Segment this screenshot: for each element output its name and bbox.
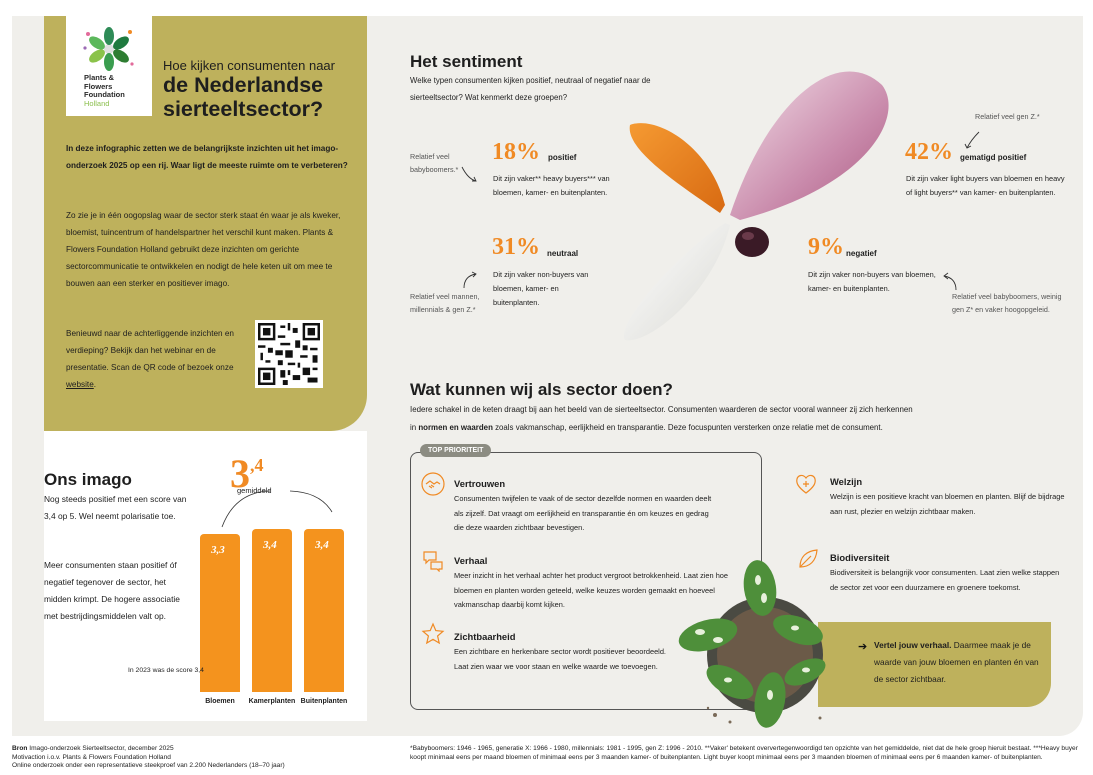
footer-source: Bron Imago-onderzoek Sierteeltsector, de… xyxy=(12,745,372,771)
bar-kamerplanten xyxy=(252,529,292,692)
note-positief: Relatief veel babyboomers.* xyxy=(410,152,459,174)
score-display: 3,4 xyxy=(230,450,264,497)
actions-intro-2c: zoals vakmanschap, eerlijkheid en transp… xyxy=(492,423,883,432)
score-big: 3 xyxy=(230,451,250,496)
desc-gematigd: Dit zijn vaker light buyers van bloemen … xyxy=(906,174,1065,197)
note-negatief: Relatief veel babyboomers, weinig gen Z*… xyxy=(952,292,1062,314)
bar-bloemen xyxy=(200,534,240,692)
item-desc-verhaal: Meer inzicht in het verhaal achter het p… xyxy=(454,571,729,609)
score-2023-note: In 2023 was de score 3,4 xyxy=(128,667,204,674)
bar-value-label: 3,4 xyxy=(315,539,329,551)
page-title: de Nederlandse sierteeltsector? xyxy=(163,73,324,121)
pct-positief: 18% xyxy=(492,139,540,165)
label-positief: positief xyxy=(548,153,577,162)
arrow-negatief-icon xyxy=(943,272,957,291)
note-gematigd: Relatief veel gen Z.* xyxy=(975,112,1040,121)
actions-intro-1: Iedere schakel in de keten draagt bij aa… xyxy=(410,405,913,414)
sentiment-subtitle: Welke typen consumenten kijken positief,… xyxy=(410,76,651,102)
imago-chart-arc xyxy=(221,490,333,528)
logo: Plants & Flowers Foundation Holland xyxy=(66,16,152,116)
desc-negatief: Dit zijn vaker non-buyers van bloemen, k… xyxy=(808,270,936,293)
actions-intro-2a: in xyxy=(410,423,419,432)
heart-plus-icon xyxy=(796,474,816,494)
item-desc-biodiversiteit: Biodiversiteit is belangrijk voor consum… xyxy=(830,568,1060,592)
desc-neutraal: Dit zijn vaker non-buyers van bloemen, k… xyxy=(493,270,589,307)
cta-rest: Daarmee maak je de waarde van jouw bloem… xyxy=(874,640,1039,684)
plant-illustration xyxy=(678,560,826,728)
petals-illustration xyxy=(623,71,889,341)
logo-line-2: Flowers xyxy=(84,81,113,91)
header-question: Hoe kijken consumenten naar xyxy=(163,58,335,73)
footer-source-2: Motivaction i.o.v. Plants & Flowers Foun… xyxy=(12,753,171,761)
speech-bubbles-icon xyxy=(423,551,443,572)
item-desc-vertrouwen: Consumenten twijfelen te vaak of de sect… xyxy=(454,494,712,532)
top-priority-badge: TOP PRIORITEIT xyxy=(420,444,492,457)
actions-title: Wat kunnen wij als sector doen? xyxy=(410,380,673,399)
item-title-verhaal: Verhaal xyxy=(454,555,488,566)
label-gematigd: gematigd positief xyxy=(960,153,1027,162)
pct-negatief: 9% xyxy=(808,234,844,260)
logo-line-1: Plants & xyxy=(84,73,115,82)
imago-paragraph-2: Meer consumenten staan positief óf negat… xyxy=(44,560,180,621)
intro-paragraph-1: In deze infographic zetten we de belangr… xyxy=(66,144,348,170)
item-title-welzijn: Welzijn xyxy=(830,476,863,487)
logo-line-3: Foundation xyxy=(84,90,125,99)
label-negatief: negatief xyxy=(846,249,877,258)
note-neutraal: Relatief veel mannen, millennials & gen … xyxy=(410,292,480,314)
category-label: Buitenplanten xyxy=(300,698,348,705)
item-title-zichtbaarheid: Zichtbaarheid xyxy=(454,631,516,642)
imago-title: Ons imago xyxy=(44,470,132,489)
footer-source-label: Bron xyxy=(12,745,28,752)
score-small: ,4 xyxy=(250,455,264,475)
cta-bold: Vertel jouw verhaal. xyxy=(874,640,952,650)
website-link[interactable]: website xyxy=(66,380,94,389)
score-label: gemiddeld xyxy=(237,486,272,495)
intro-paragraph-3-end: . xyxy=(93,380,97,389)
item-title-vertrouwen: Vertrouwen xyxy=(454,478,506,489)
sentiment-title: Het sentiment xyxy=(410,52,523,71)
arrow-positief-icon xyxy=(461,166,477,182)
category-label: Kamerplanten xyxy=(248,698,296,705)
qr-code-icon xyxy=(258,323,320,385)
bar-value-label: 3,4 xyxy=(263,539,277,551)
qr-code[interactable] xyxy=(255,320,323,388)
arrow-neutraal-icon xyxy=(463,271,477,289)
item-desc-welzijn: Welzijn is een positieve kracht van bloe… xyxy=(830,492,1065,516)
cta-panel xyxy=(818,622,1051,707)
desc-positief: Dit zijn vaker** heavy buyers*** van blo… xyxy=(493,174,610,197)
leaf-icon xyxy=(799,549,818,568)
star-icon xyxy=(421,622,445,645)
handshake-icon xyxy=(421,472,445,496)
imago-paragraph-1: Nog steeds positief met een score van 3,… xyxy=(44,494,187,521)
intro-paragraph-3: Benieuwd naar de achterliggende inzichte… xyxy=(66,325,248,393)
actions-intro-2: in normen en waarden zoals vakmanschap, … xyxy=(410,419,1060,436)
pct-neutraal: 31% xyxy=(492,234,540,260)
actions-intro-bold: normen en waarden xyxy=(418,423,493,432)
footer-source-line-1: Bron Imago-onderzoek Sierteeltsector, de… xyxy=(12,745,372,754)
category-label: Bloemen xyxy=(205,698,235,705)
footer-footnotes: *Babyboomers: 1946 - 1965, generatie X: … xyxy=(410,745,1078,761)
label-neutraal: neutraal xyxy=(547,249,579,258)
arrow-gematigd-icon xyxy=(964,131,980,149)
bar-buitenplanten xyxy=(304,529,344,692)
cta-text: Vertel jouw verhaal. Daarmee maak je de … xyxy=(874,637,1044,688)
logo-line-4: Holland xyxy=(84,98,110,108)
item-title-biodiversiteit: Biodiversiteit xyxy=(830,552,890,563)
footer-source-1: Imago-onderzoek Sierteeltsector, decembe… xyxy=(29,745,174,752)
intro-paragraph-2: Zo zie je in één oogopslag waar de secto… xyxy=(66,211,341,288)
bar-value-label: 3,3 xyxy=(211,544,225,556)
pct-gematigd: 42% xyxy=(905,139,953,165)
logo-flower-icon xyxy=(83,27,134,71)
intro-paragraph-3-text: Benieuwd naar de achterliggende inzichte… xyxy=(66,329,234,372)
arrow-right-icon: ➔ xyxy=(858,641,868,653)
footer-source-3: Online onderzoek onder een representatie… xyxy=(12,762,285,769)
item-desc-zichtbaarheid: Een zichtbare en herkenbare sector wordt… xyxy=(454,647,666,671)
